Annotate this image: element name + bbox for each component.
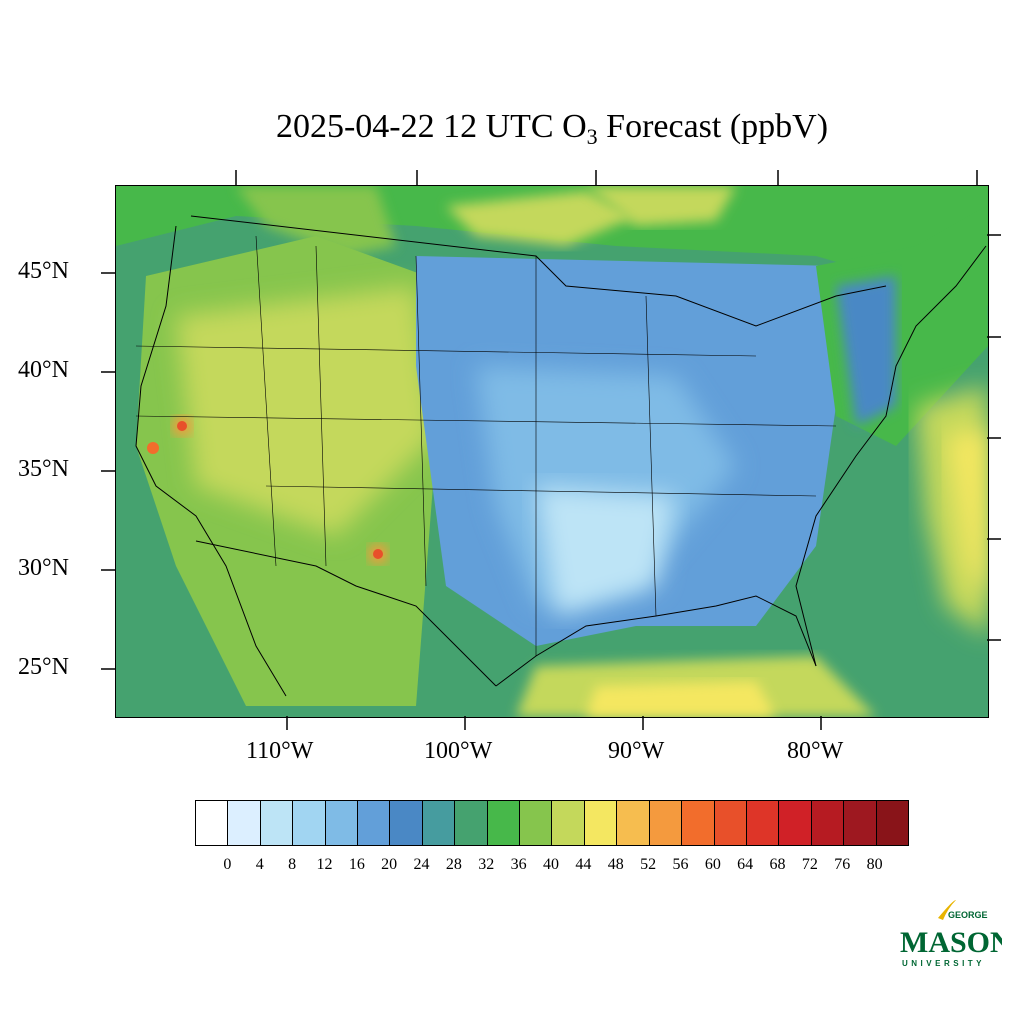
lat-label: 30°N [18,555,69,581]
colorbar-swatch [552,801,585,845]
gulf-yellow-core [586,681,776,717]
state-lines [255,235,657,656]
colorbar-tick-label: 28 [445,856,462,873]
colorbar-swatch [358,801,391,845]
colorbar-swatch [746,801,780,845]
colorbar-tick-label: 16 [348,856,365,873]
colorbar-swatch [844,801,877,845]
colorbar-swatch [649,801,683,845]
colorbar-swatch [617,801,650,845]
george-mason-logo: GEORGE MASON UNIVERSITY [900,900,1002,968]
colorbar-swatch [876,801,908,845]
colorbar-tick-label: 20 [381,856,398,873]
gulf-lightblue [536,486,676,616]
colorbar-tick-label: 24 [413,856,430,873]
western-us-yellow [176,286,436,536]
state-lines [135,345,837,497]
colorbar-tick-label: 0 [223,856,232,873]
colorbar-swatch [520,801,553,845]
lon-label: 110°W [246,738,314,764]
colorbar-tick-label: 12 [316,856,333,873]
colorbar-swatch [455,801,488,845]
northeast-blue [836,276,896,426]
lat-label: 40°N [18,357,69,383]
colorbar-tick-label: 60 [704,856,721,873]
colorbar-tick-label: 48 [607,856,624,873]
yellow-green-patch [446,191,636,246]
ozone-forecast-map [115,185,989,718]
central-us-lightblue [476,366,736,606]
colorbar-tick-label: 52 [640,856,657,873]
map-title: 2025-04-22 12 UTC O3 Forecast (ppbV) [275,108,829,149]
colorbar-swatch [584,801,618,845]
svg-text:MASON: MASON [900,926,1002,959]
pacific-coastline [135,225,287,697]
colorbar-swatch [682,801,715,845]
colorbar-tick-label: 8 [288,856,297,873]
colorbar-tick-label: 76 [834,856,851,873]
lon-label: 80°W [787,738,844,764]
colorbar-swatch [811,801,845,845]
ozone-hotspot [177,421,187,431]
colorbar-swatch [260,801,294,845]
lat-label: 45°N [18,258,69,284]
lon-label: 90°W [608,738,665,764]
ozone-hotspot [373,549,383,559]
us-mexico-border [195,540,497,687]
ozone-hotspot [147,442,159,454]
colorbar-swatch [714,801,747,845]
colorbar-tick-label: 36 [510,856,527,873]
map-borders [135,215,987,697]
map-canvas [116,186,988,717]
yellow-green-patch [236,186,396,256]
colorbar-swatch [196,801,229,845]
colorbar-tick-label: 68 [769,856,786,873]
colorbar-tick-label: 80 [866,856,883,873]
colorbar-tick-label: 44 [575,856,592,873]
colorbar-swatch [779,801,812,845]
colorbar-tick-label: 40 [543,856,559,873]
colorbar-swatch [422,801,456,845]
svg-text:GEORGE: GEORGE [948,910,988,920]
atlantic-yellow [946,426,988,606]
atlantic-coastline [795,245,987,667]
lat-label: 35°N [18,456,69,482]
colorbar-tick-label: 56 [672,856,689,873]
colorbar-swatch [390,801,423,845]
gulf-coastline [495,595,817,687]
colorbar-swatch [325,801,359,845]
colorbar-swatch [293,801,326,845]
colorbar-tick-label: 32 [478,856,495,873]
lat-label: 25°N [18,654,69,680]
yellow-green-patch [586,186,736,226]
colorbar [195,800,909,846]
colorbar-tick-label: 64 [737,856,754,873]
svg-text:UNIVERSITY: UNIVERSITY [902,959,985,968]
colorbar-swatch [487,801,521,845]
colorbar-tick-label: 72 [801,856,818,873]
colorbar-tick-label: 4 [255,856,264,873]
lon-label: 100°W [424,738,493,764]
colorbar-swatch [228,801,261,845]
